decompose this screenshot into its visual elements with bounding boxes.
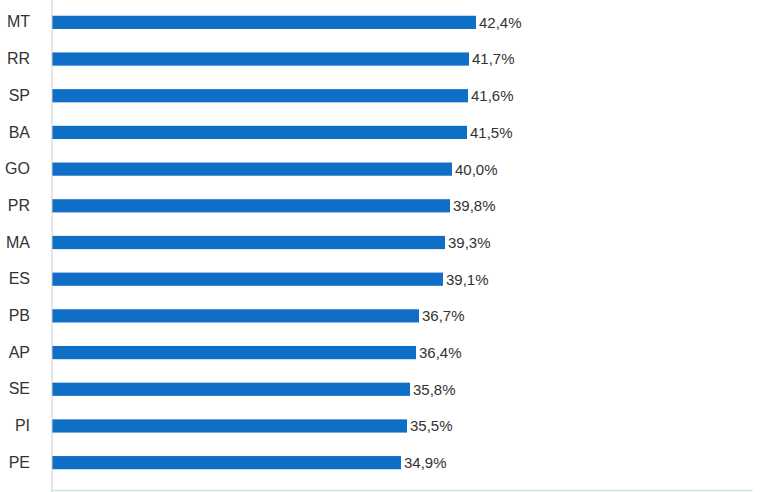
x-axis-line [53, 490, 753, 492]
bars [52, 16, 476, 470]
data-labels: 42,4% 41,7% 41,6% 41,5% 40,0% 39,8% 39,3% 39,1%… [404, 14, 522, 471]
tick: MA [6, 234, 30, 251]
tick: SP [9, 87, 30, 104]
tick: MT [7, 13, 30, 30]
tick-label: PB [9, 307, 30, 324]
data-label: 41,6% [471, 87, 514, 104]
bar [52, 346, 416, 359]
bar [52, 199, 450, 212]
tick-label: SE [9, 380, 30, 397]
tick-label: BA [9, 124, 31, 141]
tick-label: ES [9, 270, 30, 287]
chart: MT RR SP BA GO PR MA ES PB AP SE PI PE 42,4% 41,7% 41,6… [0, 0, 761, 492]
data-label: 40,0% [455, 161, 498, 178]
tick-label: SP [9, 87, 30, 104]
y-axis: MT RR SP BA GO PR MA ES PB AP SE PI PE [5, 0, 52, 492]
bar [52, 456, 401, 469]
tick: PE [9, 454, 30, 471]
tick-label: PR [8, 197, 30, 214]
data-label: 42,4% [479, 14, 522, 31]
bar [52, 236, 445, 249]
bar [52, 273, 443, 286]
data-label: 41,5% [470, 124, 513, 141]
bar [52, 163, 452, 176]
data-label: 39,3% [448, 234, 491, 251]
tick: RR [7, 50, 30, 67]
data-label: 34,9% [404, 454, 447, 471]
data-label: 36,7% [422, 307, 465, 324]
data-label: 39,8% [453, 197, 496, 214]
bar [52, 383, 410, 396]
bar [52, 126, 467, 139]
x-axis [53, 490, 753, 491]
tick-label: AP [9, 344, 30, 361]
tick-label: GO [5, 160, 30, 177]
tick-label: PE [9, 454, 30, 471]
bar [52, 309, 419, 322]
data-label: 39,1% [446, 271, 489, 288]
data-label: 35,8% [413, 381, 456, 398]
tick: GO [5, 160, 30, 177]
tick-label: PI [15, 417, 30, 434]
tick: BA [9, 124, 31, 141]
bar [52, 16, 476, 29]
tick: PR [8, 197, 30, 214]
bar [52, 419, 407, 432]
bar [52, 89, 468, 102]
tick: PI [15, 417, 30, 434]
data-label: 36,4% [419, 344, 462, 361]
tick: ES [9, 270, 30, 287]
tick: SE [9, 380, 30, 397]
tick-label: MT [7, 13, 30, 30]
data-label: 41,7% [472, 50, 515, 67]
tick-label: RR [7, 50, 30, 67]
bar [52, 52, 469, 65]
tick: AP [9, 344, 30, 361]
tick: PB [9, 307, 30, 324]
tick-label: MA [6, 234, 30, 251]
y-axis-line [52, 0, 53, 492]
data-label: 35,5% [410, 417, 453, 434]
